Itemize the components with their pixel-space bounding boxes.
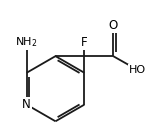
Text: NH$_2$: NH$_2$ — [15, 35, 38, 49]
Text: N: N — [22, 98, 31, 111]
Text: O: O — [108, 19, 118, 32]
Text: F: F — [81, 36, 88, 49]
Text: HO: HO — [129, 65, 146, 75]
